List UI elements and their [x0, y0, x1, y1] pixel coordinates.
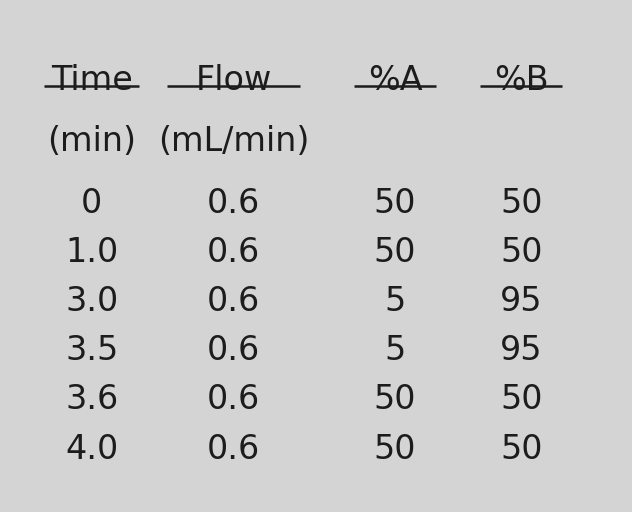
Text: 50: 50: [500, 236, 543, 269]
Text: 50: 50: [500, 433, 543, 465]
Text: 5: 5: [384, 334, 406, 367]
Text: 0.6: 0.6: [207, 285, 260, 318]
Text: 1.0: 1.0: [65, 236, 118, 269]
Text: (min): (min): [47, 125, 136, 158]
Text: %A: %A: [368, 64, 422, 97]
Text: Time: Time: [51, 64, 133, 97]
Text: 95: 95: [500, 285, 543, 318]
Text: (mL/min): (mL/min): [158, 125, 310, 158]
Text: 0: 0: [81, 187, 102, 220]
Text: Flow: Flow: [196, 64, 272, 97]
Text: 50: 50: [374, 236, 416, 269]
Text: 0.6: 0.6: [207, 433, 260, 465]
Text: 5: 5: [384, 285, 406, 318]
Text: 3.6: 3.6: [65, 383, 118, 416]
Text: 50: 50: [374, 433, 416, 465]
Text: 3.5: 3.5: [65, 334, 118, 367]
Text: 50: 50: [500, 383, 543, 416]
Text: 50: 50: [374, 187, 416, 220]
Text: 50: 50: [374, 383, 416, 416]
Text: 0.6: 0.6: [207, 334, 260, 367]
Text: 3.0: 3.0: [65, 285, 118, 318]
Text: %B: %B: [494, 64, 549, 97]
Text: 0.6: 0.6: [207, 383, 260, 416]
Text: 0.6: 0.6: [207, 236, 260, 269]
Text: 50: 50: [500, 187, 543, 220]
Text: 95: 95: [500, 334, 543, 367]
Text: 4.0: 4.0: [65, 433, 118, 465]
Text: 0.6: 0.6: [207, 187, 260, 220]
